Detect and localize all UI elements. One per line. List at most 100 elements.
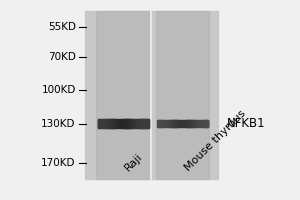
Bar xyxy=(164,120,165,127)
Bar xyxy=(206,120,207,127)
Bar xyxy=(167,120,168,127)
Bar xyxy=(169,120,170,127)
Bar xyxy=(183,120,184,127)
Text: 70KD: 70KD xyxy=(48,52,76,62)
Bar xyxy=(162,120,163,127)
Bar xyxy=(110,119,111,128)
Bar xyxy=(178,120,179,127)
Bar xyxy=(202,120,203,127)
Bar xyxy=(196,120,197,127)
Bar xyxy=(207,120,208,127)
Bar xyxy=(181,120,182,127)
Bar xyxy=(134,119,135,128)
Bar xyxy=(115,119,116,128)
Text: 100KD: 100KD xyxy=(41,85,76,95)
Bar xyxy=(200,120,201,127)
Bar xyxy=(146,119,147,128)
Bar xyxy=(190,120,191,127)
Bar xyxy=(197,120,198,127)
Bar xyxy=(147,119,148,128)
Bar xyxy=(183,120,184,127)
Bar xyxy=(159,120,160,127)
Bar xyxy=(110,119,111,128)
Bar xyxy=(101,119,102,128)
Bar xyxy=(119,119,120,128)
Bar xyxy=(126,119,127,128)
Bar xyxy=(193,120,194,127)
Bar xyxy=(198,120,199,127)
Bar xyxy=(133,119,134,128)
Bar xyxy=(194,120,195,127)
Bar xyxy=(186,120,187,127)
Bar xyxy=(134,119,135,128)
Bar xyxy=(98,119,99,128)
Bar xyxy=(193,120,194,127)
Bar xyxy=(142,119,143,128)
Bar xyxy=(176,120,177,127)
Bar xyxy=(158,120,159,127)
Bar xyxy=(176,120,177,127)
Bar xyxy=(156,11,209,179)
Bar xyxy=(194,120,195,127)
Bar xyxy=(197,120,198,127)
Bar xyxy=(127,119,128,128)
Bar xyxy=(202,120,203,127)
Bar xyxy=(145,119,146,128)
Bar xyxy=(199,120,200,127)
Bar xyxy=(129,119,130,128)
Bar xyxy=(189,120,190,127)
Bar xyxy=(103,119,104,128)
Bar xyxy=(205,120,206,127)
Bar xyxy=(166,120,167,127)
Bar xyxy=(168,120,169,127)
Bar xyxy=(116,119,117,128)
Bar xyxy=(141,119,142,128)
Bar xyxy=(125,119,126,128)
Bar xyxy=(131,119,132,128)
Bar xyxy=(164,120,165,127)
Bar xyxy=(123,119,124,128)
Bar xyxy=(169,120,170,127)
Bar xyxy=(111,119,112,128)
Bar xyxy=(191,120,192,127)
Bar xyxy=(118,119,119,128)
Bar xyxy=(112,119,113,128)
Bar xyxy=(141,119,142,128)
Bar xyxy=(139,119,140,128)
Bar xyxy=(192,120,193,127)
Bar xyxy=(130,119,131,128)
Bar xyxy=(188,120,189,127)
Bar xyxy=(122,119,123,128)
Text: 170KD: 170KD xyxy=(41,158,76,168)
Bar xyxy=(104,119,105,128)
Bar xyxy=(191,120,192,127)
Bar xyxy=(163,120,164,127)
Bar xyxy=(166,120,167,127)
Bar xyxy=(181,120,182,127)
Bar xyxy=(123,119,124,128)
Bar xyxy=(118,119,119,128)
Bar xyxy=(121,119,122,128)
Bar xyxy=(185,120,186,127)
Bar xyxy=(158,120,159,127)
Bar xyxy=(180,120,181,127)
Bar xyxy=(97,11,150,179)
Bar xyxy=(99,119,100,128)
Bar xyxy=(108,119,109,128)
Text: Raji: Raji xyxy=(123,151,145,173)
Bar xyxy=(195,120,196,127)
Bar xyxy=(204,120,205,127)
Text: 55KD: 55KD xyxy=(48,22,76,32)
Bar xyxy=(115,119,116,128)
Bar xyxy=(187,120,188,127)
Bar xyxy=(143,119,144,128)
Bar xyxy=(201,120,202,127)
Bar xyxy=(85,11,218,179)
Bar xyxy=(196,120,197,127)
Bar xyxy=(106,119,107,128)
Bar xyxy=(163,120,164,127)
Bar xyxy=(109,119,110,128)
Bar xyxy=(135,119,136,128)
Bar xyxy=(138,119,139,128)
Bar xyxy=(120,119,121,128)
